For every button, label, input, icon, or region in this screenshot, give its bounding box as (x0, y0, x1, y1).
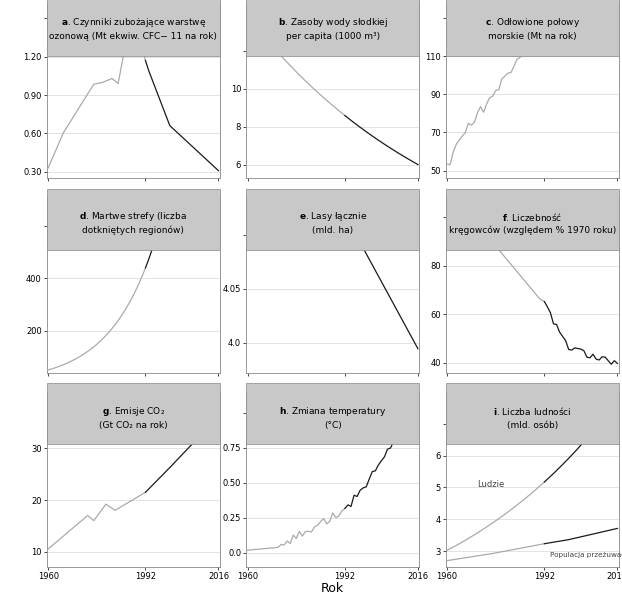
Text: morskie (Mt na rok): morskie (Mt na rok) (488, 32, 577, 41)
Text: Ludzie: Ludzie (478, 481, 504, 490)
Text: per capita (1000 m³): per capita (1000 m³) (285, 32, 380, 41)
Text: kręgowców (względem % 1970 roku): kręgowców (względem % 1970 roku) (448, 226, 616, 235)
Bar (445, 188, 619, 250)
Text: $\bf{a}$. Czynniki zubożające warstwę: $\bf{a}$. Czynniki zubożające warstwę (61, 16, 206, 29)
Bar (445, 0, 619, 56)
Text: $\bf{g}$. Emisje CO₂: $\bf{g}$. Emisje CO₂ (102, 404, 165, 418)
Bar (246, 383, 419, 445)
Text: Populacja przeżuwaczy: Populacja przeżuwaczy (550, 553, 622, 559)
Text: (Gt CO₂ na rok): (Gt CO₂ na rok) (99, 421, 167, 430)
Text: (mld. ha): (mld. ha) (312, 226, 353, 235)
Text: $\bf{e}$. Lasy łącznie: $\bf{e}$. Lasy łącznie (299, 210, 367, 223)
Text: (°C): (°C) (324, 421, 341, 430)
Bar (246, 188, 419, 250)
Text: $\bf{h}$. Zmiana temperatury: $\bf{h}$. Zmiana temperatury (279, 404, 386, 418)
Text: $\bf{f}$. Liczebność: $\bf{f}$. Liczebność (502, 211, 562, 223)
Bar (47, 188, 220, 250)
Bar (445, 383, 619, 445)
Text: $\bf{d}$. Martwe strefy (liczba: $\bf{d}$. Martwe strefy (liczba (80, 210, 187, 223)
Text: $\bf{i}$. Liczba ludności: $\bf{i}$. Liczba ludności (493, 405, 572, 417)
Text: dotkniętych regionów): dotkniętych regionów) (82, 226, 184, 235)
Text: ozonową (Mt ekwiw. CFC− 11 na rok): ozonową (Mt ekwiw. CFC− 11 na rok) (49, 32, 217, 41)
Bar (246, 0, 419, 56)
Text: $\bf{b}$. Zasoby wody słodkiej: $\bf{b}$. Zasoby wody słodkiej (277, 16, 388, 29)
Bar (47, 383, 220, 445)
Text: $\bf{c}$. Odłowione połowy: $\bf{c}$. Odłowione połowy (485, 16, 580, 29)
Bar (47, 0, 220, 56)
Text: (mld. osób): (mld. osób) (506, 421, 558, 430)
Text: Rok: Rok (321, 582, 345, 595)
